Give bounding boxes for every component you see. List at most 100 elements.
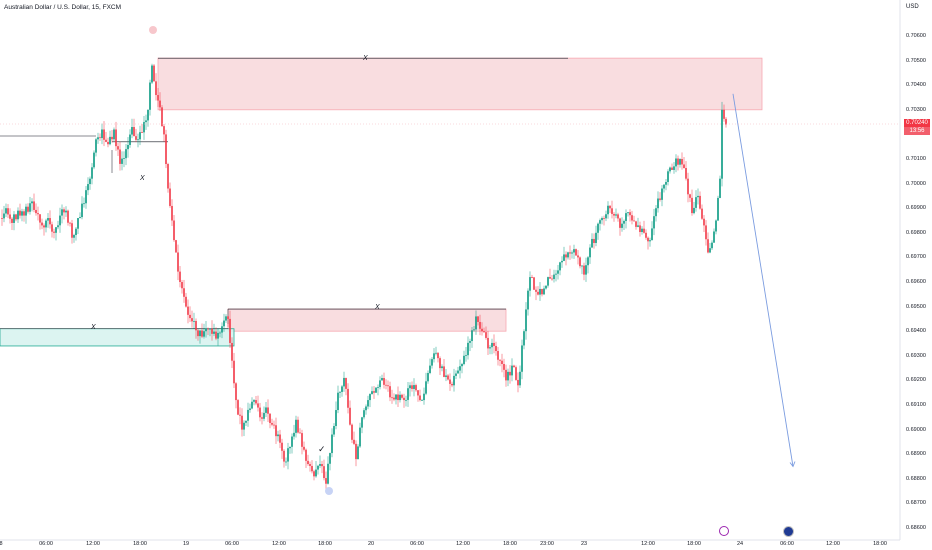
candle-body xyxy=(701,208,703,219)
candle-body xyxy=(49,218,51,225)
high-marker-icon[interactable] xyxy=(149,26,157,34)
candle-body xyxy=(91,167,93,179)
candle-body xyxy=(427,373,429,382)
projection-arrowhead xyxy=(789,461,796,468)
time-tick-label: 12:00 xyxy=(826,541,840,547)
candle-body xyxy=(599,220,601,224)
candle-body xyxy=(193,320,195,322)
candle-body xyxy=(191,318,193,322)
candle-body xyxy=(67,210,69,223)
candle-body xyxy=(635,221,637,227)
time-tick-label: 06:00 xyxy=(410,541,424,547)
time-tick-label: 06:00 xyxy=(780,541,794,547)
candle-body xyxy=(649,240,651,242)
candle-body xyxy=(95,139,97,153)
candle-body xyxy=(631,215,633,221)
candle-body xyxy=(79,217,81,219)
candle-body xyxy=(595,232,597,243)
candle-body xyxy=(707,239,709,253)
candle-body xyxy=(205,328,207,332)
candle-body xyxy=(185,296,187,307)
candle-body xyxy=(409,385,411,389)
candle-body xyxy=(11,218,13,223)
candle-body xyxy=(105,139,107,142)
candle-body xyxy=(9,214,11,219)
candle-body xyxy=(353,439,355,444)
candle-body xyxy=(677,158,679,165)
candle-body xyxy=(15,214,17,220)
candle-body xyxy=(581,265,583,267)
candle-body xyxy=(137,139,139,141)
demand-zone xyxy=(0,328,235,347)
candle-body xyxy=(641,228,643,233)
candle-body xyxy=(411,385,413,389)
candle-body xyxy=(165,134,167,165)
candle-body xyxy=(457,370,459,374)
candle-body xyxy=(273,424,275,426)
candle-body xyxy=(327,463,329,484)
candle-body xyxy=(235,383,237,401)
candle-body xyxy=(585,265,587,275)
candle-body xyxy=(453,375,455,386)
time-tick-label: 12:00 xyxy=(641,541,655,547)
price-tick-label: 0.69500 xyxy=(906,303,926,310)
candle-body xyxy=(481,328,483,332)
candle-body xyxy=(451,383,453,386)
time-tick-label: 19 xyxy=(182,541,190,547)
candle-body xyxy=(349,407,351,425)
candle-body xyxy=(133,127,135,137)
price-tick-label: 0.68700 xyxy=(906,500,926,507)
candle-body xyxy=(307,460,309,465)
candle-body xyxy=(515,367,517,380)
candle-body xyxy=(591,238,593,248)
time-tick-label: 18:00 xyxy=(318,541,332,547)
candle-body xyxy=(653,216,655,229)
candle-body xyxy=(473,329,475,331)
candle-body xyxy=(289,446,291,449)
candle-body xyxy=(319,464,321,466)
candle-body xyxy=(69,222,71,224)
candle-body xyxy=(497,351,499,360)
candle-body xyxy=(505,369,507,381)
candle-body xyxy=(245,420,247,423)
candle-body xyxy=(445,375,447,377)
candle-body xyxy=(243,422,245,430)
candle-body xyxy=(305,449,307,461)
low-marker-icon[interactable] xyxy=(325,487,333,495)
candle-body xyxy=(99,137,101,139)
candle-body xyxy=(439,358,441,369)
economic-event-icon[interactable] xyxy=(719,526,729,536)
candle-body xyxy=(345,377,347,389)
candle-body xyxy=(611,208,613,214)
candle-body xyxy=(177,252,179,272)
candle-body xyxy=(675,158,677,167)
candle-body xyxy=(351,424,353,440)
candle-body xyxy=(219,332,221,334)
candle-body xyxy=(571,252,573,254)
candle-body xyxy=(615,214,617,216)
candle-body xyxy=(471,330,473,342)
candle-body xyxy=(489,347,491,349)
candle-body xyxy=(279,434,281,443)
candle-body xyxy=(107,141,109,145)
candle-body xyxy=(161,107,163,127)
candle-body xyxy=(311,465,313,472)
candle-body xyxy=(521,345,523,372)
candle-body xyxy=(111,136,113,140)
candle-body xyxy=(303,446,305,450)
candle-body xyxy=(227,316,229,319)
candle-body xyxy=(39,214,41,223)
candle-body xyxy=(131,127,133,135)
candle-body xyxy=(667,171,669,182)
candle-body xyxy=(549,277,551,279)
australia-flag-icon[interactable] xyxy=(783,526,794,537)
candle-body xyxy=(309,464,311,466)
candle-body xyxy=(423,393,425,401)
candle-body xyxy=(65,210,67,213)
candle-body xyxy=(627,212,629,214)
candle-body xyxy=(425,381,427,394)
candle-body xyxy=(147,109,149,121)
candle-body xyxy=(605,214,607,219)
candle-body xyxy=(97,137,99,140)
